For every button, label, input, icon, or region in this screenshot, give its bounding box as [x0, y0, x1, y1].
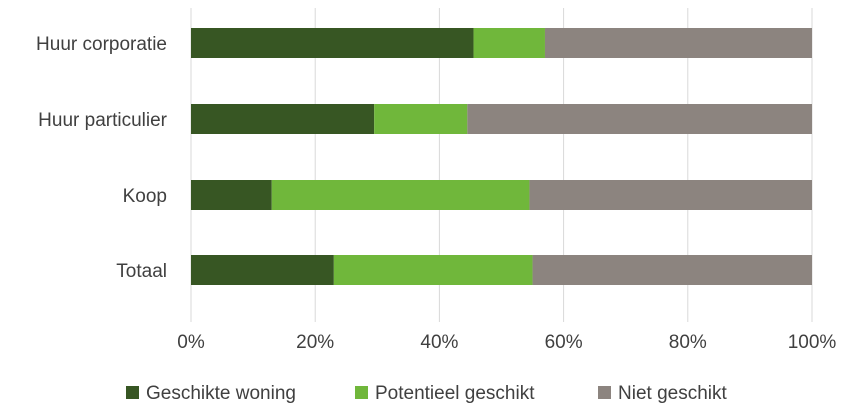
- bar-segment: [333, 255, 533, 285]
- category-labels: Huur corporatie Huur particulier Koop Totaa…: [36, 34, 168, 282]
- bar-segment: [191, 180, 272, 210]
- category-label: Huur corporatie: [36, 34, 167, 55]
- bar-segment: [191, 104, 375, 134]
- bar-segment: [191, 255, 334, 285]
- category-label: Koop: [123, 186, 167, 207]
- legend-label: Niet geschikt: [618, 383, 727, 404]
- x-tick-labels: 0% 20% 40% 60% 80% 100%: [177, 332, 836, 353]
- category-label: Huur particulier: [38, 110, 167, 131]
- legend-label: Geschikte woning: [146, 383, 296, 404]
- x-tick-label: 100%: [788, 332, 837, 353]
- bar-segment: [529, 180, 812, 210]
- bar-segment: [532, 255, 812, 285]
- legend-swatch: [126, 386, 139, 399]
- x-tick-label: 40%: [420, 332, 458, 353]
- legend-label: Potentieel geschikt: [375, 383, 535, 404]
- legend-swatch: [355, 386, 368, 399]
- bar-segment: [467, 104, 812, 134]
- legend-swatch: [598, 386, 611, 399]
- x-tick-label: 80%: [669, 332, 707, 353]
- x-tick-label: 0%: [177, 332, 205, 353]
- bar-segment: [544, 28, 812, 58]
- bar-segment: [374, 104, 468, 134]
- category-label: Totaal: [116, 261, 167, 282]
- bar-segment: [191, 28, 474, 58]
- bar-segment: [473, 28, 545, 58]
- x-tick-label: 60%: [545, 332, 583, 353]
- bars: [191, 28, 812, 285]
- legend: Geschikte woning Potentieel geschikt Niet …: [126, 383, 727, 404]
- bar-segment: [271, 180, 530, 210]
- x-tick-label: 20%: [296, 332, 334, 353]
